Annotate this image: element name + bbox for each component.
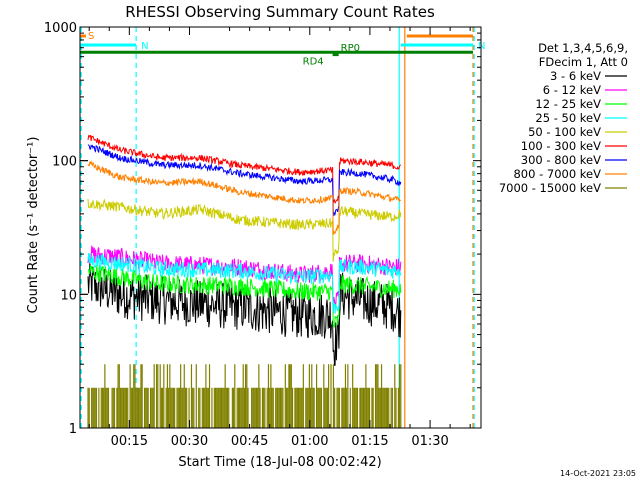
flag-label-1: N bbox=[141, 41, 148, 52]
legend-label: 25 - 50 keV bbox=[535, 111, 601, 125]
series-3-6-kev bbox=[87, 260, 402, 366]
series-7000-15000-kev bbox=[87, 364, 402, 428]
legend-label: 100 - 300 keV bbox=[521, 139, 601, 153]
legend-label: 50 - 100 keV bbox=[528, 125, 601, 139]
y-tick-label: 1 bbox=[69, 422, 77, 437]
legend-label: 800 - 7000 keV bbox=[513, 167, 601, 181]
legend-label: 12 - 25 keV bbox=[535, 97, 601, 111]
x-tick-label: 00:15 bbox=[111, 434, 148, 449]
legend-label: 7000 - 15000 keV bbox=[499, 181, 601, 195]
flag-label-0: S bbox=[88, 31, 94, 42]
series-6-12-kev bbox=[87, 245, 402, 314]
series-12-25-kev bbox=[87, 264, 402, 328]
plot-area bbox=[80, 27, 475, 428]
plot-frame bbox=[79, 26, 482, 429]
x-tick-label: 01:15 bbox=[351, 434, 388, 449]
legend-label: 6 - 12 keV bbox=[543, 83, 601, 97]
timestamp: 14-Oct-2021 23:05 bbox=[560, 469, 636, 478]
flag-label-5: RP0 bbox=[341, 43, 360, 54]
legend: Det 1,3,4,5,6,9,FDecim 1, Att 03 - 6 keV… bbox=[499, 41, 628, 195]
legend-label: 3 - 6 keV bbox=[550, 69, 601, 83]
x-tick-label: 01:00 bbox=[291, 434, 328, 449]
legend-label: 300 - 800 keV bbox=[521, 153, 601, 167]
series-50-100-kev bbox=[87, 198, 402, 262]
y-axis-label: Count Rate (s⁻¹ detector⁻¹) bbox=[26, 137, 41, 314]
x-tick-label: 00:30 bbox=[171, 434, 208, 449]
series-100-300-kev bbox=[87, 134, 402, 205]
axes: 1 10 100 1000 00:15 00:30 00:45 01:00 01:15 01:30 bbox=[44, 21, 482, 449]
series-800-7000-kev bbox=[87, 159, 402, 235]
chart-title: RHESSI Observing Summary Count Rates bbox=[125, 3, 435, 21]
y-tick-label: 100 bbox=[52, 155, 77, 170]
x-tick-label: 00:45 bbox=[231, 434, 268, 449]
flag-label-2: N bbox=[478, 41, 485, 52]
legend-header-1: FDecim 1, Att 0 bbox=[539, 55, 628, 69]
y-tick-label: 10 bbox=[60, 288, 77, 303]
series-25-50-kev bbox=[87, 252, 402, 314]
x-tick-label: 01:30 bbox=[411, 434, 448, 449]
series-layer bbox=[87, 134, 402, 428]
flag-label-4: RD4 bbox=[303, 57, 324, 68]
x-axis-label: Start Time (18-Jul-08 00:02:42) bbox=[178, 455, 381, 470]
flag-layer: S N N RD4 RP0 bbox=[80, 31, 485, 68]
series-300-800-kev bbox=[87, 144, 402, 216]
y-tick-label: 1000 bbox=[44, 21, 77, 36]
legend-header-0: Det 1,3,4,5,6,9, bbox=[538, 41, 628, 55]
